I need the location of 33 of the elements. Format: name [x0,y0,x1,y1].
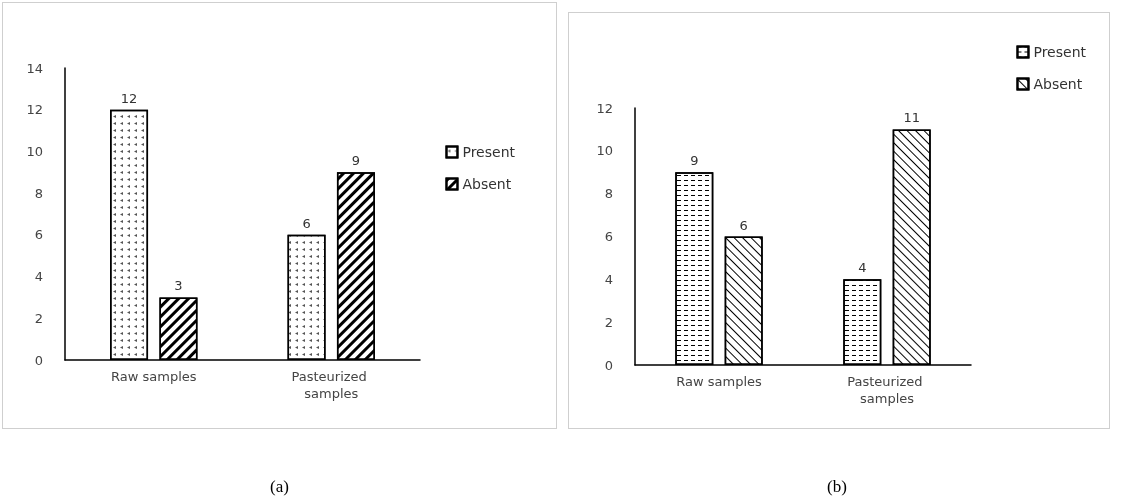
data-label: 6 [739,217,748,233]
data-label: 12 [120,90,138,106]
y-tick-label: 0 [604,357,613,373]
data-label: 4 [858,260,867,276]
data-label: 11 [903,110,920,126]
x-tick-label: Raw samples [676,374,762,389]
y-tick-label: 12 [596,100,613,116]
data-label: 6 [302,215,311,231]
text: (a) [270,477,289,496]
y-tick-label: 6 [34,227,43,243]
legend-label: Present [1033,44,1087,60]
x-tick-label: Pasteurized samples [847,374,927,406]
data-label: 9 [690,153,699,169]
y-tick-label: 4 [604,271,613,287]
y-tick-label: 4 [34,269,43,285]
legend-label: Present [462,144,516,160]
text: (b) [827,477,847,496]
y-tick-label: 10 [26,143,43,159]
legend-label: Absent [462,176,512,192]
legend-label: Absent [1033,76,1083,92]
data-label: 3 [174,278,183,294]
y-tick-label: 14 [26,60,43,76]
y-tick-label: 2 [34,310,43,326]
y-tick-label: 8 [34,185,43,201]
x-tick-label: Raw samples [110,369,197,384]
y-tick-label: 6 [604,229,613,244]
y-tick-label: 0 [34,352,43,368]
x-tick-label: Pasteurized samples [291,369,371,401]
y-tick-label: 8 [604,186,613,202]
y-tick-label: 10 [596,143,613,159]
data-label: 9 [351,153,361,169]
y-tick-label: 2 [604,314,613,330]
y-tick-label: 12 [26,102,43,118]
